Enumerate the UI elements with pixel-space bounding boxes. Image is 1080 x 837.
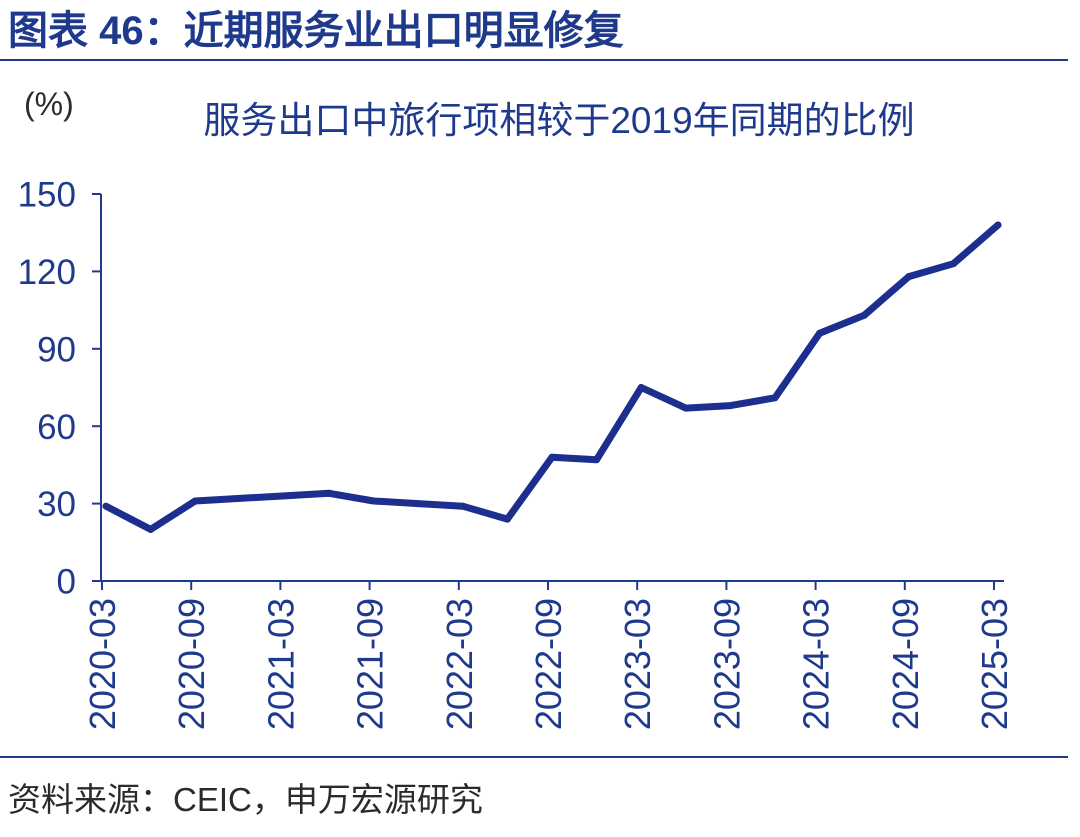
x-tick-label: 2025-03	[974, 598, 1015, 730]
data-point	[236, 494, 244, 502]
data-point	[370, 497, 378, 505]
data-point	[503, 515, 511, 523]
x-tick-label: 2022-03	[439, 598, 480, 730]
data-point	[949, 260, 957, 268]
series-layer	[102, 221, 1002, 533]
data-point	[459, 502, 467, 510]
data-point	[860, 311, 868, 319]
x-tick-label: 2024-09	[885, 598, 926, 730]
data-point	[682, 404, 690, 412]
x-tick-label: 2022-09	[528, 598, 569, 730]
x-tick-label: 2024-03	[796, 598, 837, 730]
y-tick-label: 90	[37, 330, 76, 369]
data-point	[771, 394, 779, 402]
x-axis-ticks: 2020-03 2020-09 2021-03 2021-09 2022-03 2022-…	[82, 581, 1015, 730]
y-tick-label: 0	[57, 563, 76, 602]
top-rule	[0, 59, 1068, 61]
x-tick-label: 2021-09	[350, 598, 391, 730]
data-point	[280, 492, 288, 500]
x-tick-label: 2020-03	[82, 598, 123, 730]
data-point	[593, 456, 601, 464]
y-unit-label: (%)	[24, 86, 74, 122]
source-note: 资料来源：CEIC，申万宏源研究	[8, 781, 483, 818]
y-tick-label: 120	[18, 253, 76, 292]
data-point	[191, 497, 199, 505]
figure-caption: 图表 46：近期服务业出口明显修复	[8, 9, 624, 53]
x-tick-label: 2021-03	[260, 598, 301, 730]
data-point	[548, 453, 556, 461]
data-point	[637, 384, 645, 391]
data-point	[102, 502, 110, 510]
chart-title: 服务出口中旅行项相较于2019年同期的比例	[203, 100, 914, 141]
y-axis-ticks: 0 30 60 90 120 150	[18, 176, 101, 602]
data-point	[414, 500, 422, 508]
data-point	[325, 489, 333, 497]
x-tick-label: 2023-09	[706, 598, 747, 730]
y-tick-label: 30	[37, 485, 76, 524]
data-point	[994, 221, 1002, 229]
x-tick-label: 2020-09	[171, 598, 212, 730]
data-point	[816, 329, 824, 337]
data-point	[905, 273, 913, 281]
y-tick-label: 150	[18, 176, 76, 215]
data-point	[726, 402, 734, 410]
x-tick-label: 2023-03	[617, 598, 658, 730]
series-line	[102, 221, 1002, 533]
data-point	[147, 525, 155, 533]
bottom-rule	[0, 756, 1068, 758]
y-tick-label: 60	[37, 408, 76, 447]
